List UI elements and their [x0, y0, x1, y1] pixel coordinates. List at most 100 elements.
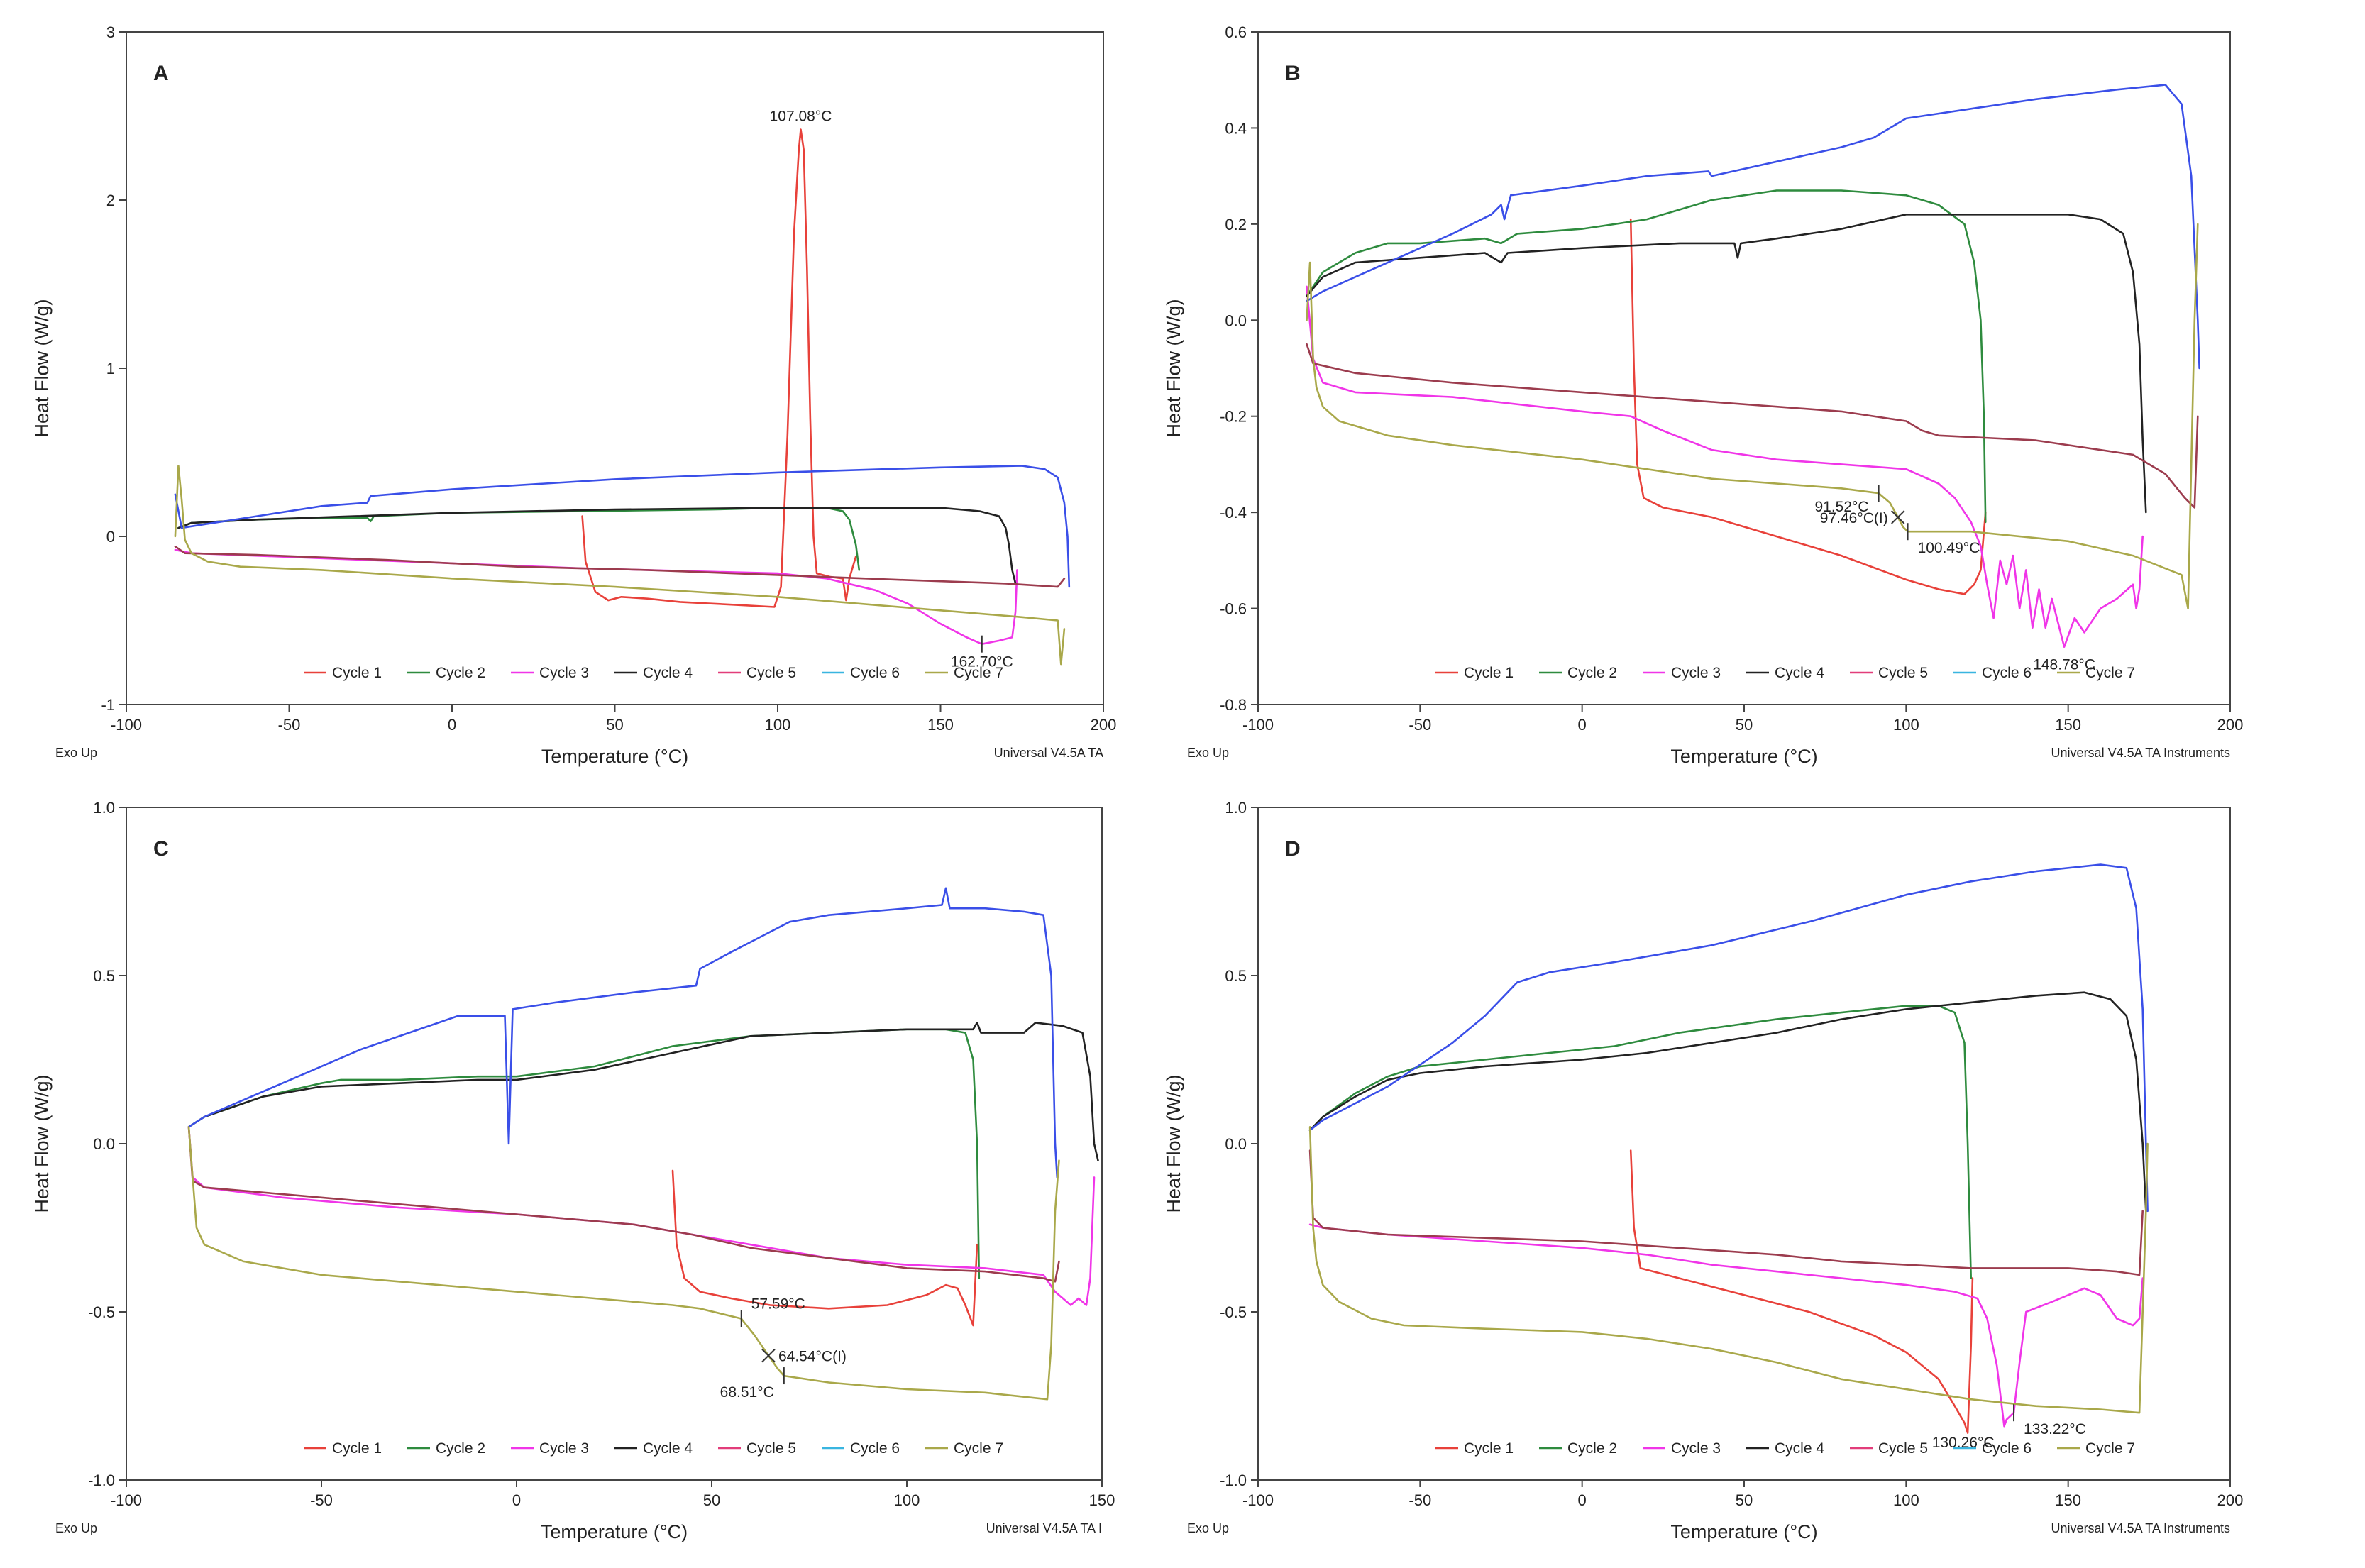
y-tick-label: 0.0	[93, 1135, 115, 1153]
legend-entry: Cycle 6	[1982, 1440, 2032, 1457]
software-label: Universal V4.5A TA Instruments	[2051, 746, 2230, 760]
curves	[174, 128, 1071, 666]
x-tick-label: 150	[1089, 1491, 1115, 1509]
x-tick-label: 0	[1578, 1491, 1587, 1509]
software-label: Universal V4.5A TA	[994, 746, 1103, 760]
y-tick-label: 0.6	[1225, 23, 1247, 41]
series-line-cycle-3	[1308, 1223, 2144, 1428]
y-tick-label: 0.5	[93, 967, 115, 985]
legend: Cycle 1 Cycle 2 Cycle 3 Cycle 4 Cycle 5 Cycle…	[304, 665, 1003, 681]
series-line-cycle-2	[1306, 189, 1987, 523]
y-tick-label: -0.4	[1220, 504, 1247, 521]
legend-entry: Cycle 3	[539, 665, 589, 681]
x-tick-label: 0	[512, 1491, 521, 1509]
y-tick-label: -0.5	[88, 1303, 115, 1321]
series-line-cycle-1	[1629, 1149, 1974, 1434]
y-tick-label: 1	[106, 360, 115, 377]
series-line-cycle-6	[1306, 84, 2200, 370]
curves	[187, 887, 1099, 1401]
series-line-cycle-2	[187, 1028, 981, 1279]
x-tick-label: 100	[1893, 1491, 1919, 1509]
x-tick-label: 100	[765, 716, 791, 734]
y-tick-label: -0.2	[1220, 408, 1247, 426]
x-tick-label: -50	[310, 1491, 333, 1509]
x-tick-label: 0	[1578, 716, 1587, 734]
y-tick-label: -0.6	[1220, 600, 1247, 618]
series-line-cycle-3	[187, 1126, 1096, 1306]
series-line-cycle-4	[177, 507, 1017, 585]
panel-b: -100 -50 0 50 100 150 200 -0.8 -0.6 -0.4 -0.2 0.0 0.…	[1163, 23, 2243, 767]
y-tick-label: 3	[106, 23, 115, 41]
legend-entry: Cycle 4	[643, 665, 693, 681]
x-tick-label: 150	[927, 716, 954, 734]
legend: Cycle 1 Cycle 2 Cycle 3 Cycle 4 Cycle 5 Cycle…	[304, 1440, 1003, 1457]
exo-up-label: Exo Up	[55, 746, 97, 760]
x-axis-label: Temperature (°C)	[541, 746, 688, 767]
annotation-label: 133.22°C	[2024, 1421, 2086, 1437]
x-tick-label: 0	[448, 716, 456, 734]
annotation-label: 57.59°C	[751, 1296, 805, 1312]
legend-entry: Cycle 4	[643, 1440, 693, 1457]
legend-entry: Cycle 1	[332, 1440, 382, 1457]
x-tick-label: -100	[111, 1491, 142, 1509]
series-line-cycle-1	[1629, 218, 1987, 595]
series-line-cycle-1	[671, 1169, 978, 1327]
y-tick-label: 0.2	[1225, 216, 1247, 233]
x-tick-label: -50	[1408, 716, 1431, 734]
x-tick-label: -100	[1242, 1491, 1274, 1509]
plot-frame	[1257, 807, 2231, 1481]
legend-entry: Cycle 5	[746, 665, 796, 681]
x-tick-label: 200	[2217, 1491, 2244, 1509]
y-tick-label: 1.0	[1225, 799, 1247, 817]
annotation-label: 107.08°C	[770, 108, 832, 124]
series-line-cycle-5	[1306, 343, 2199, 509]
x-tick-label: -100	[111, 716, 142, 734]
series-line-cycle-4	[187, 1022, 1099, 1161]
y-tick-label: 2	[106, 192, 115, 209]
panel-label: C	[153, 837, 169, 861]
software-label: Universal V4.5A TA I	[986, 1521, 1102, 1535]
legend-entry: Cycle 3	[1671, 665, 1721, 681]
x-tick-label: 150	[2055, 1491, 2081, 1509]
x-tick-label: 200	[2217, 716, 2244, 734]
x-tick-label: 200	[1091, 716, 1117, 734]
series-line-cycle-5	[1308, 1149, 2144, 1276]
legend-entry: Cycle 3	[1671, 1440, 1721, 1457]
series-line-cycle-6	[174, 465, 1071, 588]
plot-frame	[1257, 31, 2231, 705]
legend-entry: Cycle 7	[954, 665, 1003, 681]
annotation-label: 100.49°C	[1918, 540, 1980, 556]
series-line-cycle-3	[174, 548, 1018, 645]
y-tick-label: 0.0	[1225, 1135, 1247, 1153]
x-tick-label: -100	[1242, 716, 1274, 734]
y-tick-label: -0.8	[1220, 696, 1247, 714]
y-axis-label: Heat Flow (W/g)	[31, 299, 53, 437]
annotation-cross	[1891, 510, 1905, 524]
x-tick-label: 50	[1736, 1491, 1753, 1509]
x-tick-label: 50	[703, 1491, 720, 1509]
series-line-cycle-5	[174, 545, 1066, 588]
y-tick-label: -1	[101, 696, 115, 714]
annotation-label: 64.54°C(I)	[778, 1349, 847, 1365]
legend-entry: Cycle 7	[2085, 1440, 2135, 1457]
series-line-cycle-5	[187, 1126, 1060, 1283]
panel-label: A	[153, 62, 169, 85]
y-tick-label: 0.0	[1225, 311, 1247, 329]
y-tick-label: 0	[106, 528, 115, 546]
panel-c: -100 -50 0 50 100 150 -1.0 -0.5 0.0 0.5 1.0 Tempera…	[31, 799, 1115, 1542]
panel-label: B	[1285, 62, 1301, 85]
series-line-cycle-2	[1308, 1005, 1972, 1279]
exo-up-label: Exo Up	[55, 1521, 97, 1535]
legend: Cycle 1 Cycle 2 Cycle 3 Cycle 4 Cycle 5 Cycle…	[1435, 1440, 2135, 1457]
legend-entry: Cycle 3	[539, 1440, 589, 1457]
series-line-cycle-3	[1306, 285, 2144, 648]
panel-label: D	[1285, 837, 1301, 861]
panel-d: -100 -50 0 50 100 150 200 -1.0 -0.5 0.0 0.5 1.0 Temp…	[1163, 799, 2243, 1542]
y-tick-label: -1.0	[88, 1472, 115, 1489]
series-line-cycle-4	[1308, 991, 2147, 1213]
x-axis-label: Temperature (°C)	[1670, 746, 1817, 767]
annotation-label: 91.52°C	[1814, 499, 1868, 515]
legend-entry: Cycle 6	[850, 665, 900, 681]
x-tick-label: -50	[1408, 1491, 1431, 1509]
